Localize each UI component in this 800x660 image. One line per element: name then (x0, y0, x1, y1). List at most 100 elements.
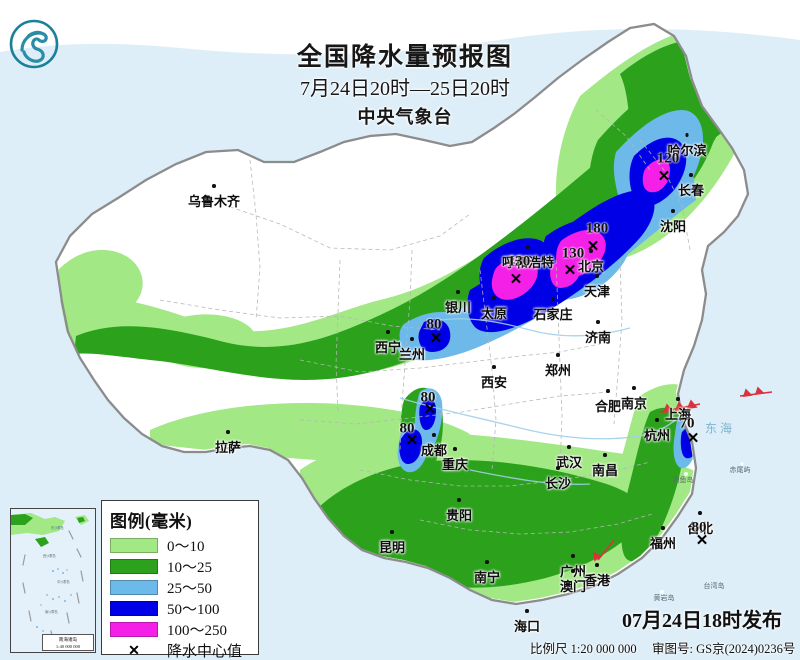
city-name: 长沙 (544, 476, 572, 491)
legend-swatch-4 (110, 622, 158, 637)
city-label-22: 杭州 (643, 418, 671, 444)
city-dot-icon (566, 445, 571, 449)
city-name: 南京 (620, 396, 648, 411)
forecast-period: 7月24日20时—25日20时 (300, 78, 510, 101)
city-name: 台北 (686, 521, 714, 536)
city-label-15: 西安 (481, 365, 507, 391)
city-label-0: 乌鲁木齐 (188, 184, 240, 210)
city-dot-icon (631, 386, 636, 390)
city-dot-icon (588, 249, 593, 253)
precip-center-marker-icon-3: ✕ (509, 271, 523, 288)
city-label-21: 上海 (665, 397, 691, 423)
city-dot-icon (455, 290, 460, 294)
city-name: 西宁 (374, 340, 402, 355)
city-dot-icon (409, 337, 414, 341)
inset-scale-title: 南海诸岛 (58, 637, 78, 642)
issuing-organization: 中央气象台 (357, 107, 453, 128)
precip-center-marker-icon-0: ✕ (657, 168, 671, 185)
city-dot-icon (654, 418, 659, 422)
city-name: 沈阳 (659, 219, 687, 234)
city-dot-icon (225, 430, 230, 434)
legend-row-0: 0～10 (110, 535, 258, 556)
legend-marker-label: 降水中心值 (167, 644, 243, 660)
city-dot-icon (491, 365, 496, 369)
city-label-4: 银川 (445, 290, 471, 316)
map-scale: 比例尺 1:20 000 000 (530, 642, 637, 656)
city-name: 石家庄 (533, 307, 573, 322)
city-name: 贵阳 (445, 508, 473, 523)
city-label-11: 沈阳 (659, 209, 687, 235)
legend-swatch-0 (110, 538, 158, 553)
city-dot-icon (525, 245, 530, 249)
city-label-23: 南昌 (591, 453, 619, 479)
city-dot-icon (670, 209, 675, 213)
city-label-33: 海口 (513, 609, 541, 635)
city-dot-icon (605, 389, 610, 393)
city-label-5: 呼和浩特 (502, 245, 554, 271)
precip-center-value-4: 80 (426, 316, 442, 333)
legend-swatch-2 (110, 580, 158, 595)
city-dot-icon (452, 447, 457, 451)
city-dot-icon (555, 466, 560, 470)
city-label-28: 台北 (686, 511, 714, 537)
city-dot-icon (431, 433, 436, 437)
legend-row-4: 100～250 (110, 619, 258, 640)
city-label-31: 香港 (584, 563, 610, 589)
precip-center-marker-icon-5: ✕ (423, 401, 437, 418)
city-dot-icon (697, 511, 702, 515)
legend-label-2: 25～50 (167, 581, 213, 597)
city-name: 哈尔滨 (667, 143, 707, 158)
city-label-29: 南宁 (473, 560, 501, 586)
city-name: 成都 (420, 443, 448, 458)
precip-center-value-7: 70 (679, 415, 695, 432)
legend-swatch-1 (110, 559, 158, 574)
map-approval-number: 审图号: GS京(2024)0236号 (652, 642, 796, 656)
city-name: 太原 (480, 306, 508, 321)
city-dot-icon (688, 173, 693, 177)
legend-label-0: 0～10 (167, 539, 205, 555)
city-label-19: 合肥 (595, 389, 621, 415)
city-label-16: 成都 (420, 433, 448, 459)
city-name: 长春 (677, 183, 705, 198)
city-name: 天津 (583, 284, 611, 299)
legend-swatch-3 (110, 601, 158, 616)
island-label-2: 台湾岛 (703, 582, 725, 590)
precip-center-marker-icon-2: ✕ (563, 262, 577, 279)
city-dot-icon (594, 563, 599, 567)
city-name: 南宁 (473, 570, 501, 585)
city-label-8: 北京 (578, 249, 604, 275)
island-label-3: 黄岩岛 (653, 594, 675, 602)
city-name: 重庆 (441, 457, 469, 472)
city-label-26: 昆明 (379, 530, 405, 556)
city-dot-icon (660, 526, 665, 530)
precip-center-value-1: 180 (585, 220, 609, 237)
city-name: 兰州 (398, 347, 426, 362)
legend-row-3: 50～100 (110, 598, 258, 619)
island-label-1: 赤尾屿 (729, 466, 751, 474)
precip-center-value-0: 120 (656, 150, 680, 167)
city-name: 南昌 (591, 463, 619, 478)
legend-label-3: 50～100 (167, 602, 220, 618)
island-label-0: 钓鱼岛 (672, 476, 694, 484)
sea-label-0: 东海 (704, 421, 736, 436)
page-title: 全国降水量预报图 (296, 44, 513, 71)
city-label-1: 拉萨 (215, 430, 241, 456)
city-label-2: 西宁 (374, 330, 402, 356)
legend-label-4: 100～250 (167, 623, 228, 639)
city-name: 杭州 (643, 428, 671, 443)
cma-dragon-logo (8, 18, 60, 70)
precip-center-value-2: 130 (561, 245, 585, 262)
city-label-27: 福州 (650, 526, 676, 552)
city-label-13: 哈尔滨 (667, 133, 707, 159)
precip-center-marker-icon-7: ✕ (686, 430, 700, 447)
svg-text:东沙群岛: 东沙群岛 (51, 525, 64, 530)
city-name: 澳门 (559, 579, 587, 594)
precip-center-value-3: 130 (507, 253, 531, 270)
city-name: 海口 (513, 619, 541, 634)
city-name: 济南 (584, 330, 612, 345)
inset-scale-ratio: 1:40 000 000 (55, 644, 81, 649)
precip-center-marker-icon-6: ✕ (405, 432, 419, 449)
city-dot-icon (484, 560, 489, 564)
